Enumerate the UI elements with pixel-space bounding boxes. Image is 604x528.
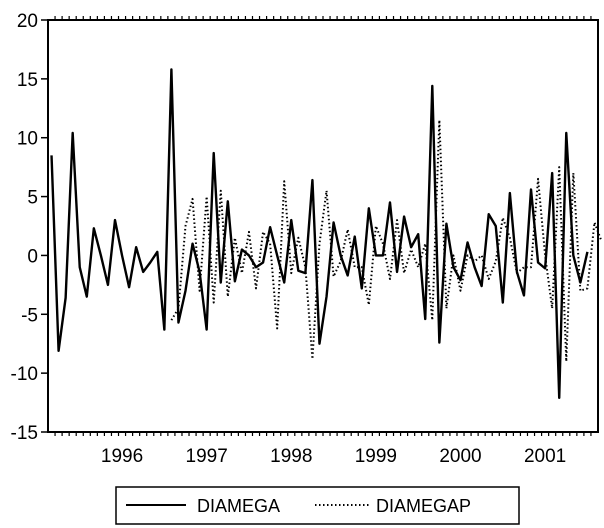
x-tick-label: 2000 [439,446,481,467]
x-tick-label: 1998 [270,446,312,467]
legend: DIAMEGA DIAMEGAP [115,486,520,525]
y-axis: -15 -10 -5 0 5 10 15 20 [11,11,48,444]
series-layer [50,68,603,400]
y-tick-label: 5 [27,188,38,209]
y-tick-label: -15 [11,423,38,444]
series-line-diamega [50,68,589,400]
plot-frame [47,19,599,433]
y-tick-label: 0 [27,246,38,267]
x-tick-label: 1996 [101,446,143,467]
legend-label-diamega: DIAMEGA [197,496,280,516]
y-tick-label: 20 [17,11,38,32]
x-tick-label: 1997 [186,446,228,467]
y-tick-label: -5 [21,305,38,326]
x-tick-label: 2001 [524,446,566,467]
x-tick-label: 1999 [355,446,397,467]
y-tick-label: -10 [11,364,38,385]
y-tick-label: 15 [17,70,38,91]
x-axis: 1996199719981999200020012002 [54,16,592,467]
y-tick-label: 10 [17,129,38,150]
legend-label-diamegap: DIAMEGAP [376,496,471,516]
